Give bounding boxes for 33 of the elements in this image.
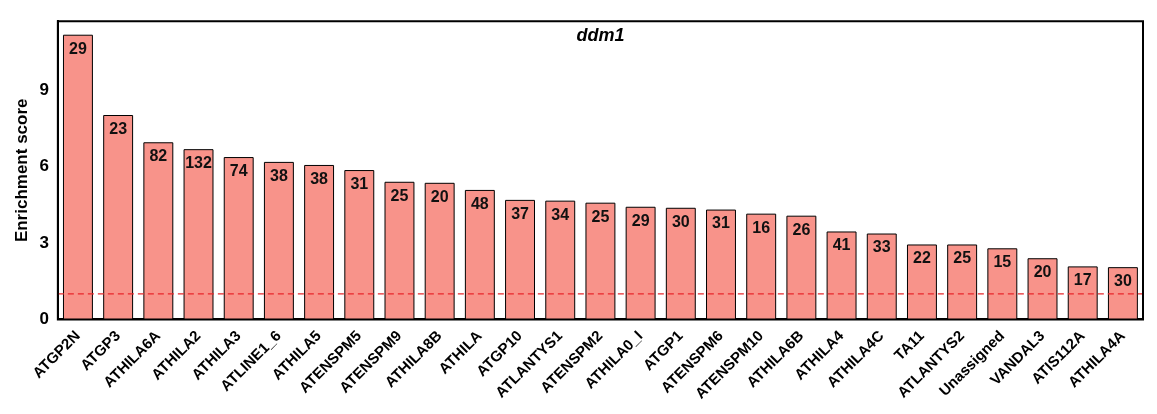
annotation: 29: [69, 39, 87, 57]
annotation: 26: [792, 220, 811, 238]
annotation: 38: [310, 169, 329, 187]
annotation: 25: [591, 207, 610, 225]
annotation: 25: [953, 249, 972, 267]
annotation: 38: [270, 166, 288, 184]
y-axis-title: Enrichment score: [11, 98, 31, 243]
annotation: 22: [913, 249, 931, 267]
annotation: 74: [229, 161, 248, 179]
annotation: 29: [631, 211, 650, 229]
annotation: 16: [752, 218, 771, 236]
annotation: 82: [149, 147, 168, 165]
y-tick-label: 3: [39, 232, 49, 252]
annotation: 31: [712, 214, 730, 232]
y-tick-label: 9: [39, 79, 49, 99]
annotation: 31: [350, 174, 369, 192]
y-tick-label: 0: [39, 309, 49, 329]
annotation: 37: [511, 204, 530, 222]
annotation: 20: [430, 187, 449, 205]
annotation: 20: [1033, 263, 1052, 281]
annotation: 34: [551, 205, 570, 223]
annotation: 33: [872, 238, 891, 256]
annotation: 23: [109, 119, 128, 137]
annotation: 30: [1114, 272, 1132, 290]
annotation: 41: [832, 236, 851, 254]
annotation: 30: [671, 212, 690, 230]
annotation: 132: [185, 154, 212, 172]
annotation: 48: [470, 194, 489, 212]
chart-title: ddm1: [576, 25, 625, 46]
annotation: 15: [993, 253, 1012, 271]
annotation: 25: [390, 186, 409, 204]
y-tick-label: 6: [39, 156, 49, 176]
annotation: 17: [1073, 271, 1092, 289]
